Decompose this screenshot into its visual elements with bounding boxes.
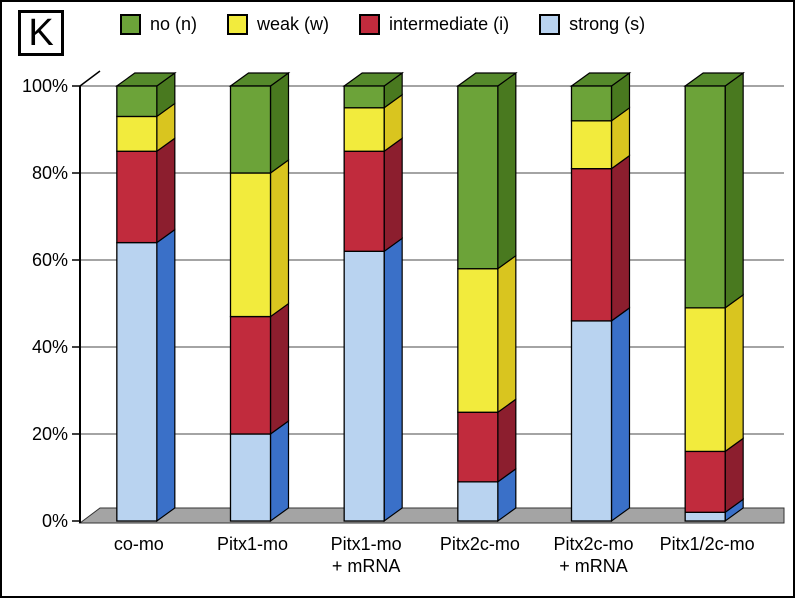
bar-segment-side xyxy=(724,71,744,310)
bar-segment xyxy=(457,268,499,413)
bar-segment xyxy=(229,433,272,522)
bar-segment xyxy=(570,167,613,322)
legend-swatch xyxy=(227,14,249,35)
bar-segment-side xyxy=(269,158,290,318)
bar-segment xyxy=(343,85,385,109)
bar-segment xyxy=(684,307,726,453)
y-tick-label: 20% xyxy=(32,424,68,444)
bar-segment xyxy=(116,115,158,152)
bar-segment-side xyxy=(610,154,631,323)
bar-segment-side xyxy=(497,71,517,270)
legend-item: weak (w) xyxy=(227,14,329,35)
bar-segment-side xyxy=(497,254,517,414)
bar-segment xyxy=(229,315,272,435)
y-tick-label: 0% xyxy=(42,511,68,531)
bar-segment-side xyxy=(383,237,403,523)
legend-item: no (n) xyxy=(120,14,197,35)
legend-label: no (n) xyxy=(150,14,198,34)
bar-segment xyxy=(457,411,499,483)
bar-segment xyxy=(684,85,726,309)
bar-segment xyxy=(684,450,726,513)
category-label: + mRNA xyxy=(559,556,628,576)
axis-depth-edge xyxy=(79,70,101,87)
bar-segment-side xyxy=(610,306,631,523)
y-tick-label: 100% xyxy=(22,76,68,96)
y-tick-label: 40% xyxy=(32,337,68,357)
bar-segment xyxy=(570,320,613,522)
bar-segment xyxy=(457,85,499,270)
bar-segment xyxy=(343,250,385,522)
legend-label: intermediate (i) xyxy=(389,14,510,34)
bar-segment xyxy=(229,172,272,318)
legend-swatch xyxy=(359,14,381,35)
bar-segment-side xyxy=(156,137,176,244)
bar-segment xyxy=(116,85,158,118)
y-tick-label: 80% xyxy=(32,163,68,183)
panel-label: K xyxy=(28,12,54,54)
bar-segment-side xyxy=(269,71,290,175)
bar-segment-side xyxy=(724,293,744,453)
legend-swatch xyxy=(539,14,561,35)
bar-segment xyxy=(343,107,385,152)
bar-segment xyxy=(684,511,726,522)
legend: no (n) weak (w) intermediate (i) strong (s) xyxy=(120,14,645,35)
category-label: Pitx2c-mo xyxy=(553,534,633,554)
bar-segment-side xyxy=(497,398,517,484)
category-label: Pitx1-mo xyxy=(217,534,288,554)
bar-segment xyxy=(343,150,385,252)
bar-segment xyxy=(229,85,272,174)
legend-label: weak (w) xyxy=(257,14,330,34)
category-label: + mRNA xyxy=(332,556,401,576)
bar-segment-side xyxy=(383,137,403,253)
bar-segment xyxy=(116,241,158,522)
bar-segment xyxy=(457,481,499,522)
bar-segment xyxy=(116,150,158,244)
y-tick-label: 60% xyxy=(32,250,68,270)
category-label: Pitx1/2c-mo xyxy=(660,534,755,554)
legend-label: strong (s) xyxy=(569,14,646,34)
legend-item: strong (s) xyxy=(539,14,645,35)
bar-segment-side xyxy=(269,302,290,436)
category-label: Pitx1-mo xyxy=(331,534,402,554)
chart-floor xyxy=(78,507,785,524)
bar-segment xyxy=(570,85,613,122)
legend-item: intermediate (i) xyxy=(359,14,509,35)
legend-swatch xyxy=(120,14,141,35)
category-label: Pitx2c-mo xyxy=(440,534,520,554)
bar-segment xyxy=(570,120,613,170)
panel-label-box: K xyxy=(18,10,64,56)
bar-segment-side xyxy=(156,228,176,523)
bar-segment-side xyxy=(269,419,290,523)
category-label: co-mo xyxy=(114,534,164,554)
